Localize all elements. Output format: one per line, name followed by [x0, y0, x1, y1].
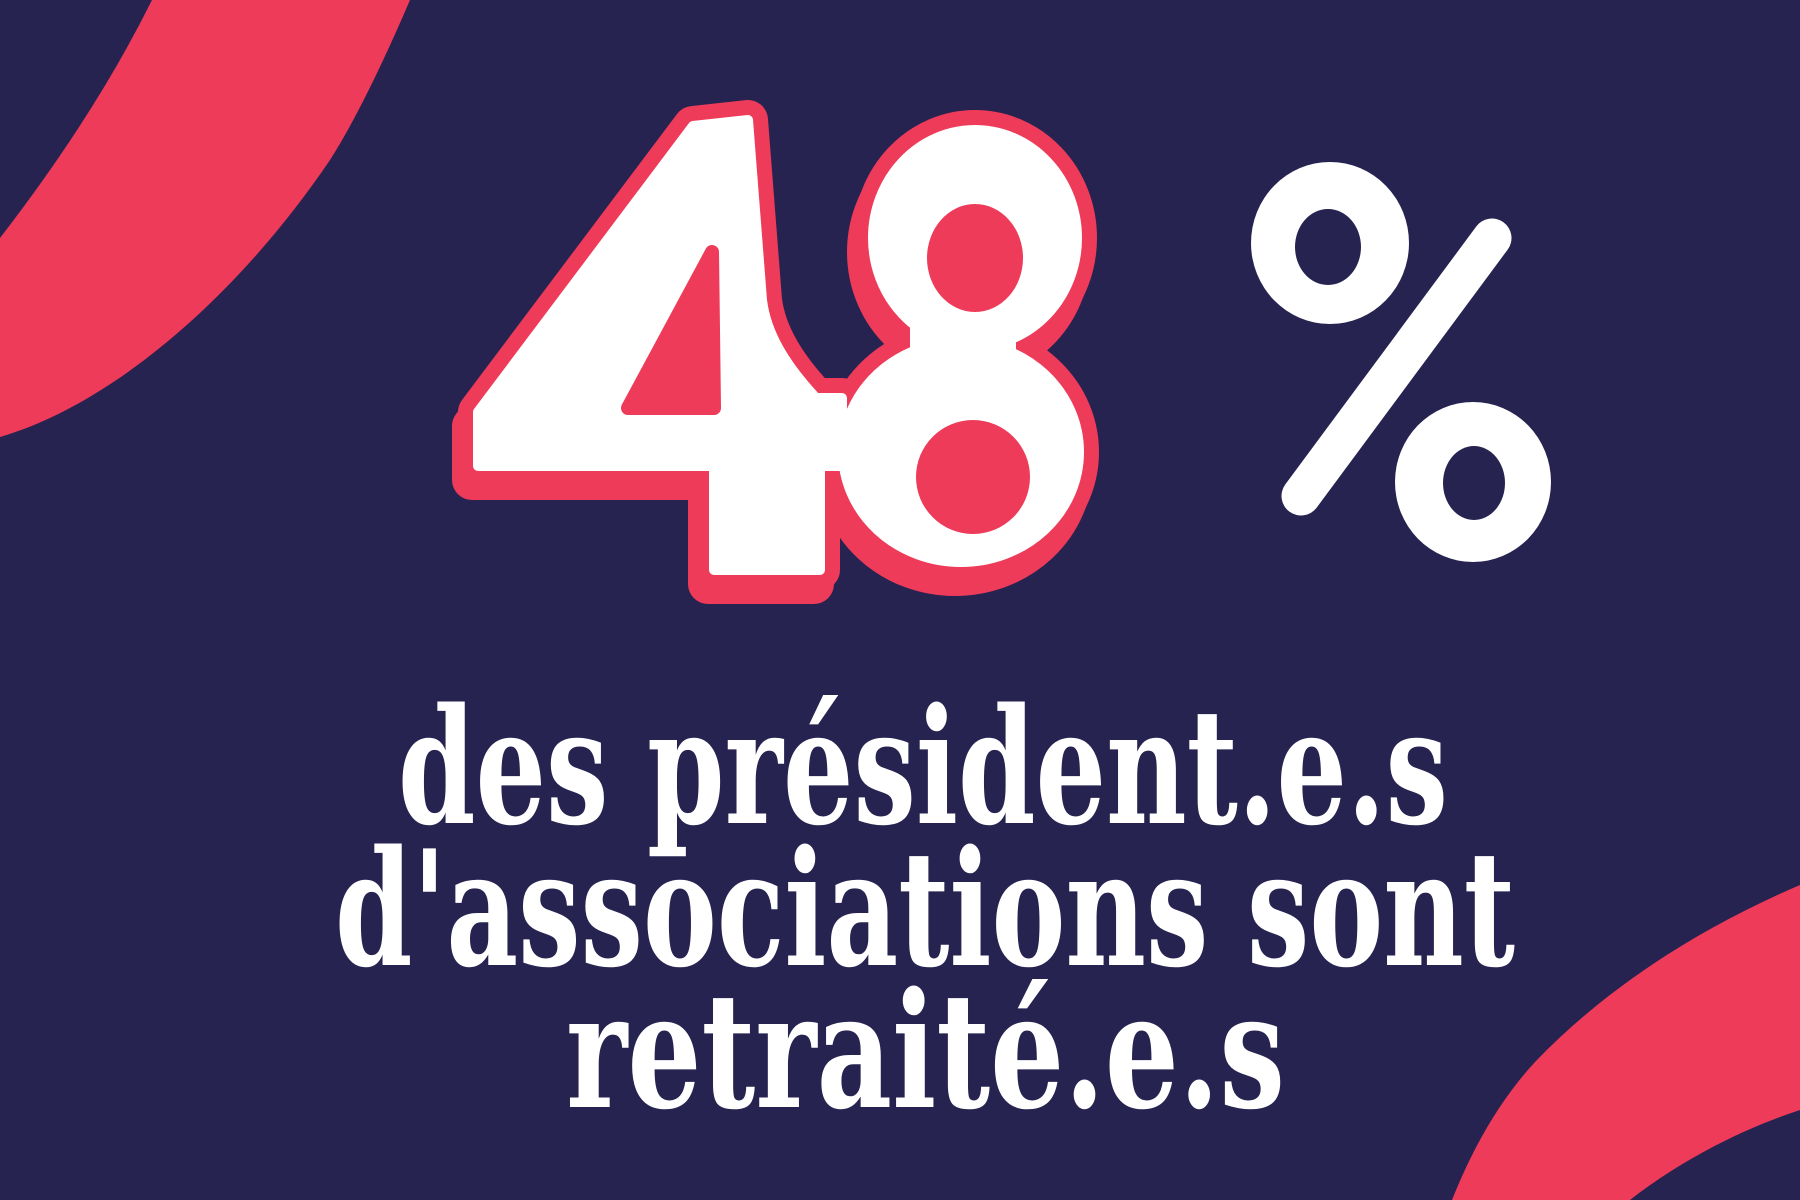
percent-bottom-ring-hole: [1443, 446, 1505, 520]
digit-8-bottom-counter: [916, 420, 1030, 534]
subtitle-line-2: d'associations sont: [335, 815, 1515, 1003]
subtitle-line-1: des président.e.s: [398, 673, 1448, 861]
percent-slash: [1281, 218, 1512, 516]
subtitle-line-3: retraité.e.s: [566, 957, 1285, 1145]
corner-blob-bottom-right-icon: [1452, 885, 1800, 1200]
digit-8-top-counter: [927, 204, 1023, 312]
headline-number-48: 48: [472, 120, 1079, 584]
percent-sign-icon: %: [1251, 162, 1551, 562]
percent-top-ring-hole: [1295, 209, 1361, 285]
digit-4-counter: [621, 245, 721, 415]
corner-blob-top-left-icon: [0, 0, 410, 437]
